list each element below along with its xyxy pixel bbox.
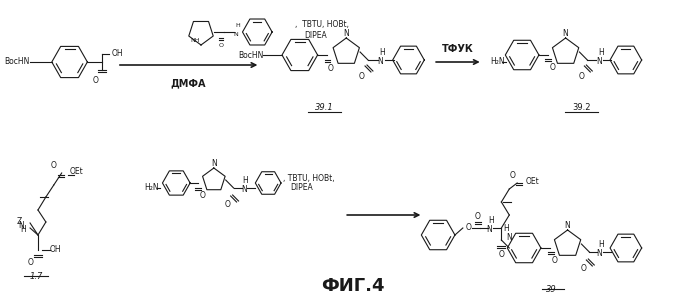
Text: O: O [225,200,230,209]
Text: 1.7: 1.7 [29,272,43,281]
Text: O: O [550,63,556,72]
Text: O: O [200,191,206,200]
Text: N: N [18,220,24,230]
Text: H₂N: H₂N [491,58,505,67]
Text: O: O [51,161,57,170]
Text: N: N [377,58,383,67]
Text: OH: OH [112,49,124,58]
Text: 39.1: 39.1 [315,103,334,112]
Text: H: H [379,48,385,57]
Text: BocHN: BocHN [5,58,30,67]
Text: O: O [27,258,33,267]
Text: O: O [498,250,505,259]
Text: N: N [596,250,602,259]
Text: H₂N: H₂N [144,184,159,193]
Text: DIPEA: DIPEA [305,31,327,40]
Text: O: O [327,64,334,73]
Text: H: H [598,240,604,249]
Text: , TBTU, HOBt,: , TBTU, HOBt, [283,173,334,182]
Text: H: H [20,226,26,235]
Text: N: N [563,29,568,38]
Text: O: O [475,212,481,221]
Text: 39.2: 39.2 [572,103,591,112]
Text: H: H [236,23,240,28]
Text: DIPEA: DIPEA [290,184,313,193]
Text: O: O [218,43,223,48]
Text: O: O [579,72,584,81]
Text: ,  TBTU, HOBt,: , TBTU, HOBt, [295,20,349,29]
Text: N: N [211,159,216,168]
Text: OEt: OEt [70,167,83,176]
Text: H: H [503,224,510,233]
Text: N: N [565,221,570,230]
Text: O: O [92,76,98,85]
Text: O: O [510,171,515,180]
Text: O: O [551,256,558,265]
Text: N: N [487,226,492,235]
Text: N: N [596,58,602,67]
Text: H: H [598,48,604,57]
Text: ДМФА: ДМФА [170,78,206,88]
Text: O: O [581,264,586,273]
Text: ФИГ.4: ФИГ.4 [321,277,385,295]
Text: H: H [242,176,248,185]
Text: O: O [466,224,472,232]
Text: H: H [489,216,494,225]
Text: N: N [507,232,512,242]
Text: N: N [343,29,349,38]
Text: NH: NH [190,38,200,43]
Text: OEt: OEt [526,178,540,187]
Text: N: N [242,185,247,194]
Text: O: O [359,72,365,81]
Text: 39: 39 [547,285,557,294]
Text: N: N [234,32,238,37]
Text: OH: OH [50,245,61,254]
Text: Z: Z [17,218,22,226]
Text: BocHN: BocHN [238,50,263,59]
Text: ТФУК: ТФУК [442,44,474,54]
